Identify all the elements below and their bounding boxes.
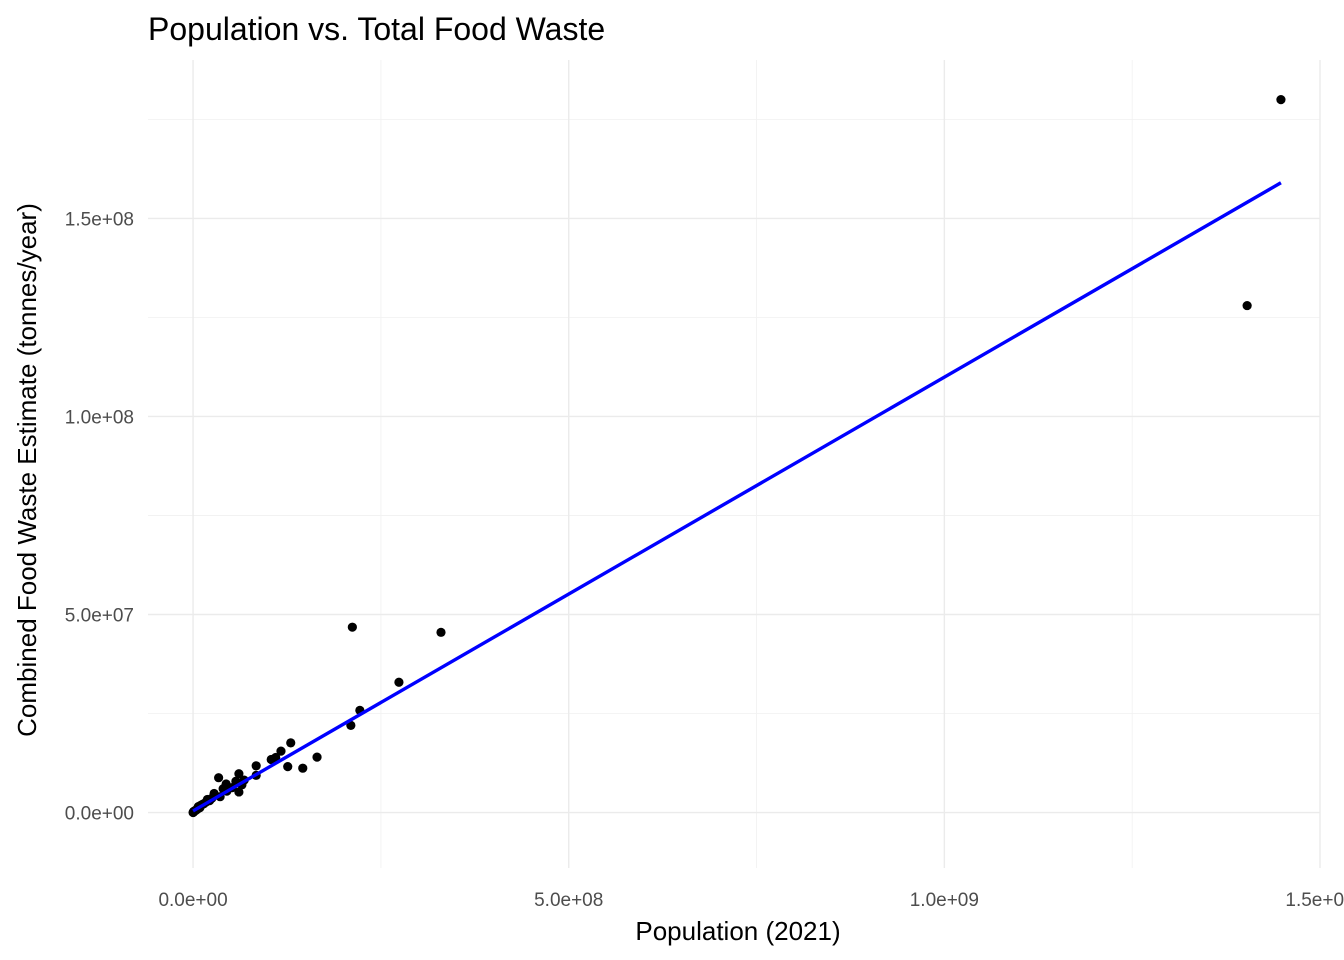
data-point (347, 622, 357, 632)
grid (148, 60, 1321, 868)
fit-line-group (192, 181, 1282, 813)
data-point (276, 746, 286, 756)
data-point (394, 677, 404, 687)
y-tick-label: 5.0e+07 (65, 606, 134, 627)
chart-title: Population vs. Total Food Waste (148, 11, 605, 47)
data-point (298, 763, 308, 773)
x-tick-label: 1.0e+09 (910, 890, 979, 911)
data-point (283, 762, 293, 772)
y-axis-ticks: 0.0e+00 5.0e+07 1.0e+08 1.5e+08 (65, 209, 134, 824)
x-axis-ticks: 0.0e+00 5.0e+08 1.0e+09 1.5e+09 (158, 890, 1344, 911)
y-tick-label: 1.5e+08 (65, 209, 134, 230)
data-point (234, 769, 244, 779)
data-point (436, 627, 446, 637)
y-tick-label: 1.0e+08 (65, 407, 134, 428)
x-tick-label: 1.5e+09 (1285, 890, 1344, 911)
y-axis-title: Combined Food Waste Estimate (tonnes/yea… (12, 203, 42, 737)
x-tick-label: 5.0e+08 (534, 890, 603, 911)
x-axis-title: Population (2021) (635, 916, 840, 946)
y-tick-label: 0.0e+00 (65, 804, 134, 825)
fit-line (192, 181, 1282, 813)
data-point (251, 761, 261, 771)
data-point (286, 738, 296, 748)
data-point (1242, 300, 1252, 311)
data-point (312, 752, 322, 762)
data-point (1276, 95, 1286, 105)
data-point (234, 787, 244, 797)
data-points (188, 95, 1286, 818)
data-point (214, 773, 224, 783)
data-point (266, 754, 276, 765)
x-tick-label: 0.0e+00 (158, 890, 227, 911)
